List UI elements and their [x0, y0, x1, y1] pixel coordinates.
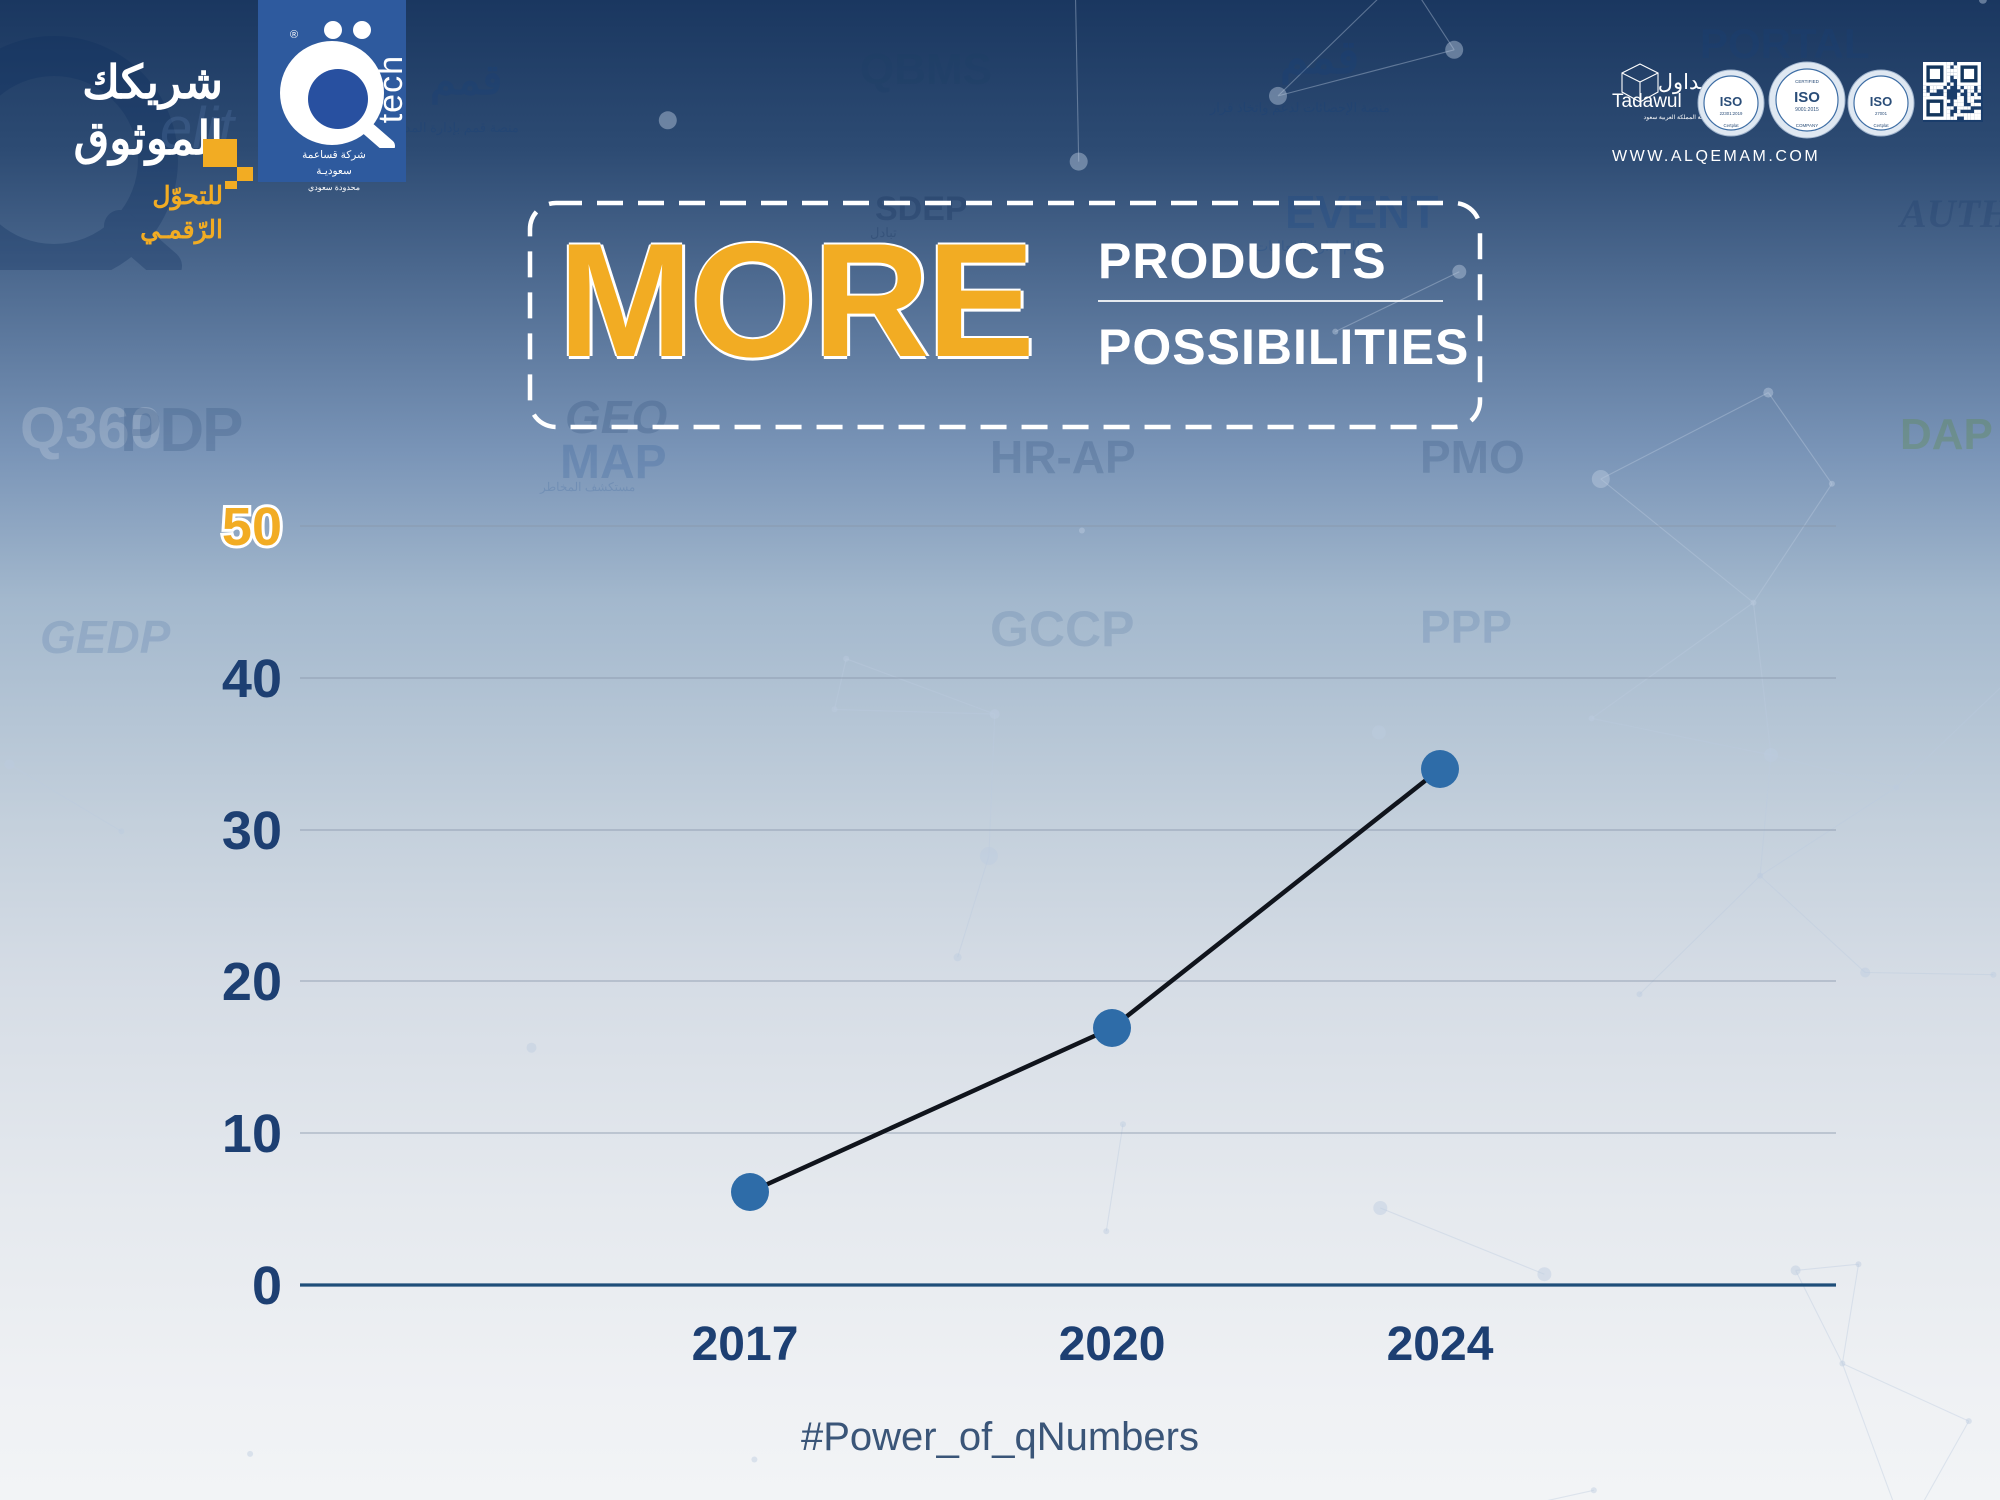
svg-text:0: 0 [252, 1256, 282, 1316]
svg-text:2017: 2017 [692, 1318, 799, 1371]
svg-text:50: 50 [222, 497, 282, 557]
svg-text:30: 30 [222, 801, 282, 861]
svg-text:2024: 2024 [1387, 1318, 1494, 1371]
svg-text:20: 20 [222, 952, 282, 1012]
svg-text:2020: 2020 [1059, 1318, 1166, 1371]
svg-text:10: 10 [222, 1104, 282, 1164]
svg-text:40: 40 [222, 649, 282, 709]
